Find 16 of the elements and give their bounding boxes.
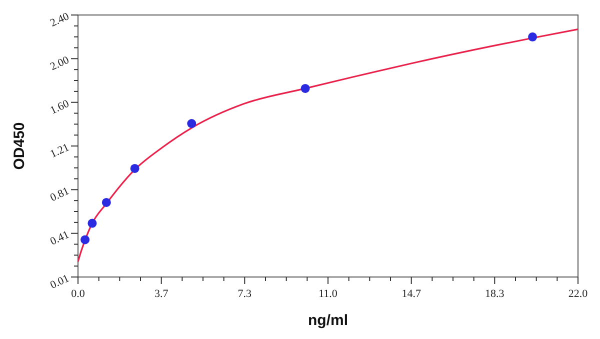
y-tick-label: 2.00: [48, 54, 72, 74]
x-axis-title: ng/ml: [308, 312, 348, 329]
x-tick-label: 18.3: [485, 288, 505, 300]
x-tick-label: 7.3: [238, 288, 252, 300]
y-axis-title: OD450: [11, 122, 28, 170]
y-tick-label: 0.41: [48, 228, 71, 248]
y-tick-label: 0.81: [48, 185, 71, 204]
x-tick-label: 22.0: [568, 288, 588, 300]
y-tick-label: 1.60: [48, 98, 72, 117]
y-tick-label: 2.40: [48, 10, 72, 30]
y-tick-label: 1.21: [48, 141, 71, 160]
y-tick-label: 0.01: [48, 272, 71, 292]
x-tick-label: 3.7: [154, 288, 169, 300]
x-tick-label: 11.0: [318, 288, 338, 300]
x-tick-label: 0.0: [71, 288, 86, 300]
x-tick-label: 14.7: [402, 288, 422, 300]
